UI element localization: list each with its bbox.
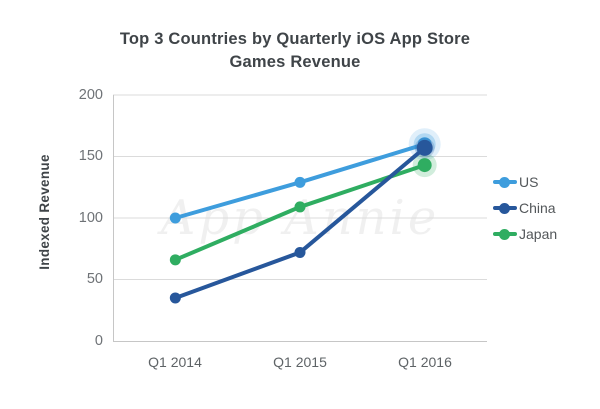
legend-item-us: US xyxy=(493,169,557,195)
point-China-Q1 2014 xyxy=(169,292,181,304)
china-series-marker-icon xyxy=(493,202,517,214)
legend-label: Japan xyxy=(519,226,558,242)
legend-label: China xyxy=(519,200,556,216)
y-tick-label: 50 xyxy=(86,271,103,287)
legend-item-china: China xyxy=(493,195,557,221)
japan-series-marker-icon xyxy=(493,228,517,240)
chart-title: Top 3 Countries by Quarterly iOS App Sto… xyxy=(0,28,590,74)
x-tick-label: Q1 2016 xyxy=(398,354,452,370)
legend-item-japan: Japan xyxy=(493,221,557,247)
point-US-Q1 2014 xyxy=(169,212,181,224)
y-tick-label: 100 xyxy=(78,210,103,226)
point-Japan-Q1 2016 xyxy=(417,158,432,173)
y-tick-label: 0 xyxy=(94,333,103,349)
chart-title-line-1: Top 3 Countries by Quarterly iOS App Sto… xyxy=(119,30,471,48)
us-series-marker-icon xyxy=(493,176,517,188)
plot-area xyxy=(113,94,487,342)
chart-title-line-2: Games Revenue xyxy=(229,53,361,71)
y-tick-label: 150 xyxy=(78,148,103,164)
point-China-Q1 2015 xyxy=(294,246,306,258)
x-tick-label: Q1 2014 xyxy=(148,354,202,370)
y-tick-label: 200 xyxy=(78,87,103,103)
point-Japan-Q1 2014 xyxy=(169,254,181,266)
legend: US China Japan xyxy=(493,169,557,247)
point-US-Q1 2015 xyxy=(294,176,306,188)
x-tick-label: Q1 2015 xyxy=(273,354,327,370)
y-axis-title: Indexed Revenue xyxy=(37,154,52,270)
point-China-Q1 2016 xyxy=(416,139,433,156)
line-China xyxy=(173,145,427,300)
legend-label: US xyxy=(519,174,539,190)
point-Japan-Q1 2015 xyxy=(294,201,306,213)
